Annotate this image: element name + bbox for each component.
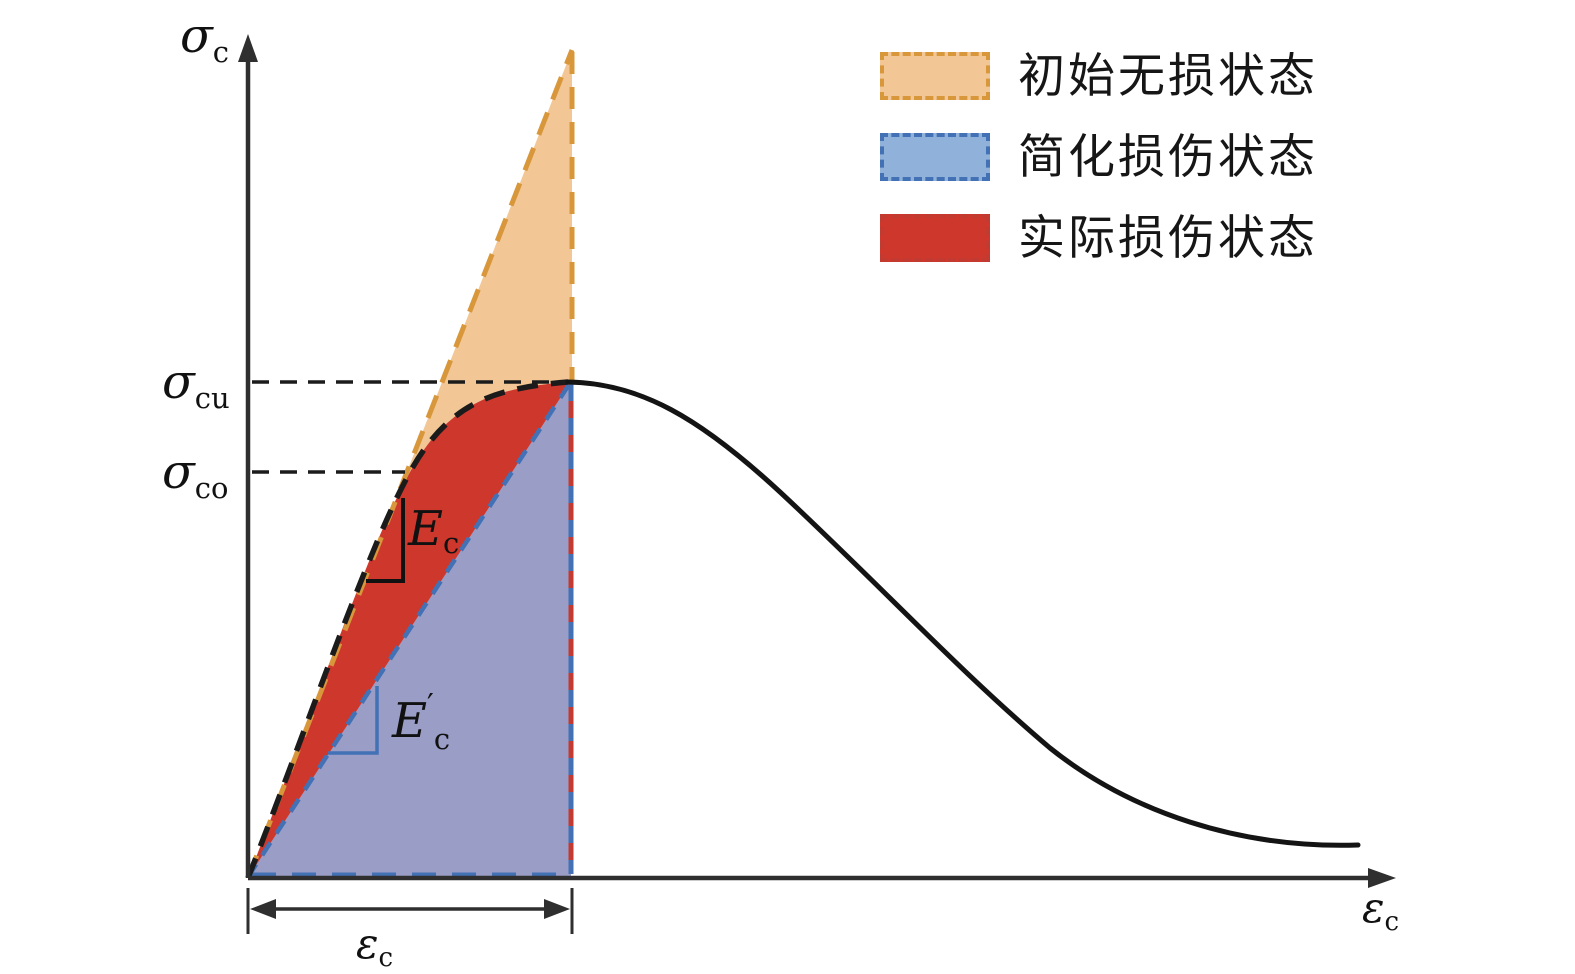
legend-swatch-simplified-damage bbox=[880, 133, 990, 181]
legend-label-initial-undamaged: 初始无损状态 bbox=[1018, 48, 1318, 104]
legend-swatch-initial-undamaged bbox=[880, 52, 990, 100]
legend-item-initial-undamaged: 初始无损状态 bbox=[880, 52, 1318, 100]
measure-arrow-right-icon bbox=[544, 899, 570, 919]
ascending-curve-dashed bbox=[245, 379, 569, 880]
y-axis-label: σc bbox=[180, 8, 229, 69]
ec-slope-bracket bbox=[366, 498, 405, 583]
legend-label-actual-damage: 实际损伤状态 bbox=[1018, 210, 1318, 266]
legend-item-actual-damage: 实际损伤状态 bbox=[880, 214, 1318, 262]
y-axis-arrow-icon bbox=[238, 34, 258, 62]
sigma-co-label: σco bbox=[162, 444, 228, 505]
legend-swatch-actual-damage bbox=[880, 214, 990, 262]
post-peak-curve bbox=[565, 379, 1361, 848]
measure-arrow-left-icon bbox=[250, 899, 276, 919]
ec-label: Ec bbox=[407, 501, 459, 560]
x-axis-label: εc bbox=[1362, 883, 1399, 937]
ec-prime-slope-bracket bbox=[328, 686, 379, 755]
strain-measure-label: εc bbox=[356, 919, 393, 973]
legend-item-simplified-damage: 简化损伤状态 bbox=[880, 133, 1318, 181]
initial-tangent-line bbox=[245, 49, 575, 879]
legend: 初始无损状态 简化损伤状态 实际损伤状态 bbox=[880, 52, 1318, 262]
sigma-cu-label: σcu bbox=[162, 354, 230, 415]
x-axis-arrow-icon bbox=[1368, 868, 1396, 888]
secant-line bbox=[246, 381, 572, 879]
legend-label-simplified-damage: 简化损伤状态 bbox=[1018, 129, 1318, 185]
ec-prime-label: E′c bbox=[391, 688, 450, 756]
